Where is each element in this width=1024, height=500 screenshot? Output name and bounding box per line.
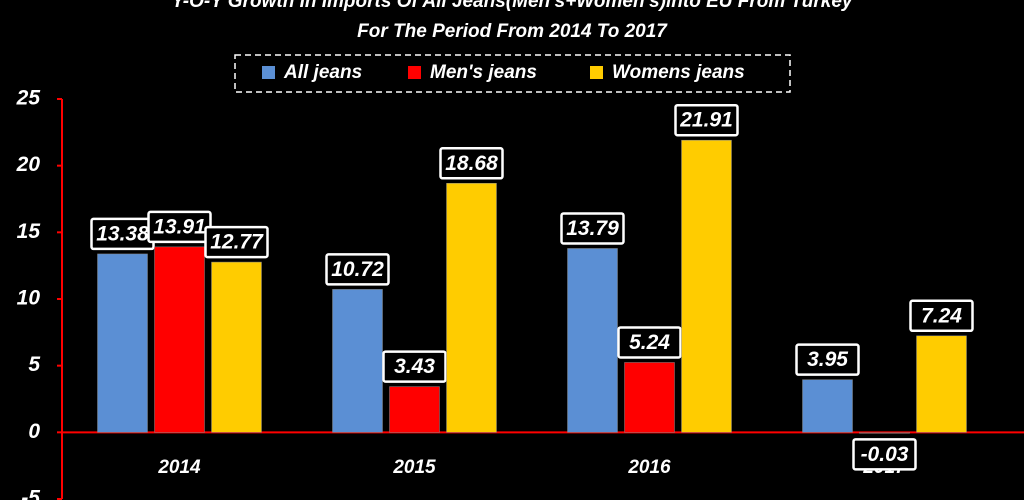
legend-swatch [262, 66, 275, 79]
value-label-box [204, 225, 269, 259]
y-tick-label: 5 [28, 353, 40, 376]
legend-label: All jeans [283, 62, 362, 83]
value-label: 13.38 [96, 222, 149, 245]
legend-label: Womens jeans [612, 62, 745, 83]
value-label-box [439, 147, 504, 180]
x-tick-label: 2014 [157, 457, 201, 478]
value-label: 10.72 [331, 258, 384, 281]
value-label: 13.79 [566, 217, 619, 240]
y-tick-label: 0 [28, 420, 40, 443]
bar [211, 261, 262, 433]
bar [389, 386, 440, 433]
y-tick-label: 15 [17, 220, 41, 243]
bar [154, 246, 205, 433]
value-label: 21.91 [679, 109, 733, 132]
bar [332, 289, 383, 433]
bar [681, 139, 732, 433]
bar [567, 248, 618, 433]
value-label: 3.95 [807, 348, 848, 371]
bar [446, 183, 497, 433]
chart-title: Y-O-Y Growth In Imports Of All Jeans(Men… [172, 0, 854, 12]
legend-box [234, 54, 791, 93]
y-tick-label: 25 [16, 87, 41, 110]
value-label: 3.43 [394, 355, 435, 378]
legend-label: Men's jeans [430, 62, 537, 83]
value-label-box [674, 103, 739, 137]
chart-subtitle: For The Period From 2014 To 2017 [357, 21, 668, 42]
y-tick-label: -5 [21, 487, 40, 500]
value-label-box [852, 438, 917, 471]
value-label: 5.24 [629, 331, 670, 354]
bar [916, 335, 967, 433]
value-label-box [909, 299, 974, 333]
value-label-box [382, 350, 447, 383]
bar [802, 379, 853, 433]
bar [624, 362, 675, 433]
bar [97, 253, 148, 433]
value-label: 12.77 [210, 231, 264, 254]
y-tick-label: 10 [17, 287, 41, 310]
value-label: 13.91 [153, 215, 206, 238]
value-label-box [560, 212, 625, 245]
value-label: 7.24 [921, 304, 962, 327]
value-label-box [795, 343, 860, 376]
bar [859, 432, 910, 434]
value-label-box [325, 253, 390, 286]
legend-swatch [408, 66, 421, 79]
value-label: -0.03 [861, 443, 909, 466]
y-tick-label: 20 [16, 153, 41, 176]
x-tick-label: 2016 [627, 457, 671, 478]
value-label-box [617, 326, 682, 359]
x-tick-label: 2015 [392, 457, 436, 478]
value-label: 18.68 [445, 152, 498, 175]
legend-swatch [590, 66, 603, 79]
